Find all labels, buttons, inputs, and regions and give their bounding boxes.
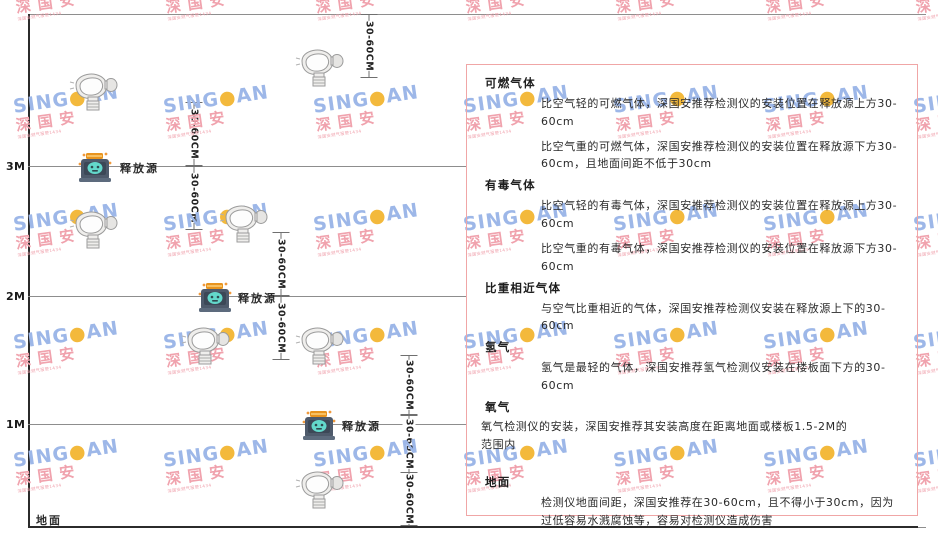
section-paragraph: 检测仪地面间距，深国安推荐在30-60cm，且不得小于30cm，因为过低容易水溅… — [541, 496, 894, 528]
dimension-label: 30-60CM — [402, 359, 416, 411]
section-title: 地面 — [485, 475, 511, 490]
panel-spacer — [481, 462, 903, 474]
frame-top-line — [28, 14, 926, 15]
gas-detector-icon — [292, 466, 348, 516]
dimension-30-60cm: 30-60CM — [392, 472, 426, 526]
dimension-30-60cm: 30-60CM — [177, 166, 211, 230]
section-title: 可燃气体 — [485, 76, 536, 90]
panel-section: 氧气氧气检测仪的安装，深国安推荐其安装高度在距离地面或楼板1.5-2M的范围内 — [481, 399, 903, 461]
gas-detector-icon — [292, 322, 348, 372]
section-paragraph: 比空气轻的可燃气体，深国安推荐检测仪的安装位置在释放源上方30-60cm — [541, 97, 898, 128]
ground-line — [28, 526, 918, 528]
gas-detector-icon — [216, 200, 272, 250]
panel-section: 可燃气体 比空气轻的可燃气体，深国安推荐检测仪的安装位置在释放源上方30-60cm… — [481, 75, 903, 173]
dimension-label: 30-60CM — [187, 108, 201, 160]
dimension-label: 30-60CM — [187, 172, 201, 224]
dimension-label: 30-60CM — [402, 473, 416, 525]
dimension-30-60cm: 30-60CM — [352, 14, 386, 78]
section-title: 氧气 — [485, 399, 511, 414]
section-title: 有毒气体 — [485, 178, 536, 193]
gas-detector-icon — [292, 44, 348, 94]
vertical-axis — [28, 14, 30, 528]
info-panel: 可燃气体 比空气轻的可燃气体，深国安推荐检测仪的安装位置在释放源上方30-60cm… — [466, 64, 918, 527]
release-source-label: 释放源 — [238, 292, 277, 305]
gas-detector-icon — [178, 322, 234, 372]
dimension-30-60cm: 30-60CM — [392, 355, 426, 415]
section-paragraph: 氧气检测仪的安装，深国安推荐其安装高度在距离地面或楼板1.5-2M的范围内 — [481, 419, 848, 451]
axis-label-1m: 1M — [6, 418, 26, 431]
dimension-label: 30-60CM — [362, 20, 376, 72]
section-paragraph: 比空气重的可燃气体，深国安推荐检测仪的安装位置在释放源下方30-60cm，且地面… — [541, 139, 898, 171]
dimension-label: 30-60CM — [274, 238, 288, 290]
dimension-label: 30-60CM — [402, 418, 416, 470]
section-paragraph: 与空气比重相近的气体，深国安推荐检测仪安装在释放源上下的30-60cm — [541, 301, 886, 333]
level-line-1m — [28, 424, 466, 425]
dimension-30-60cm: 30-60CM — [177, 102, 211, 166]
dimension-label: 30-60CM — [274, 302, 288, 354]
release-source-icon — [300, 408, 338, 446]
dimension-30-60cm: 30-60CM — [264, 232, 298, 296]
level-line-3m — [28, 166, 466, 167]
axis-label-3m: 3M — [6, 160, 26, 173]
release-source-label: 释放源 — [342, 420, 381, 433]
release-source-icon — [76, 150, 114, 188]
dimension-30-60cm: 30-60CM — [392, 415, 426, 473]
panel-section: 氢气氢气是最轻的气体，深国安推荐氢气检测仪安装在楼板面下方的30-60cm — [481, 339, 903, 395]
ground-label: 地面 — [36, 514, 62, 527]
panel-section: 比重相近气体与空气比重相近的气体，深国安推荐检测仪安装在释放源上下的30-60c… — [481, 280, 903, 336]
panel-section: 有毒气体 比空气轻的有毒气体，深国安推荐检测仪的安装位置在释放源上方30-60cm… — [481, 177, 903, 275]
gas-detector-icon — [66, 68, 122, 118]
section-paragraph: 比空气轻的有毒气体，深国安推荐检测仪的安装位置在释放源上方30-60cm — [541, 199, 898, 231]
level-line-2m — [28, 296, 466, 297]
release-source-label: 释放源 — [120, 162, 159, 175]
axis-label-2m: 2M — [6, 290, 26, 303]
dimension-30-60cm: 30-60CM — [264, 296, 298, 360]
section-title: 氢气 — [485, 340, 511, 355]
panel-section: 地面检测仪地面间距，深国安推荐在30-60cm，且不得小于30cm，因为过低容易… — [481, 474, 903, 530]
section-paragraph: 氢气是最轻的气体，深国安推荐氢气检测仪安装在楼板面下方的30-60cm — [541, 361, 886, 392]
release-source-icon — [196, 280, 234, 318]
leader-line — [110, 166, 124, 167]
section-paragraph: 比空气重的有毒气体，深国安推荐检测仪的安装位置在释放源下方30-60cm — [541, 241, 898, 273]
gas-detector-icon — [66, 206, 122, 256]
section-title: 比重相近气体 — [485, 280, 562, 295]
